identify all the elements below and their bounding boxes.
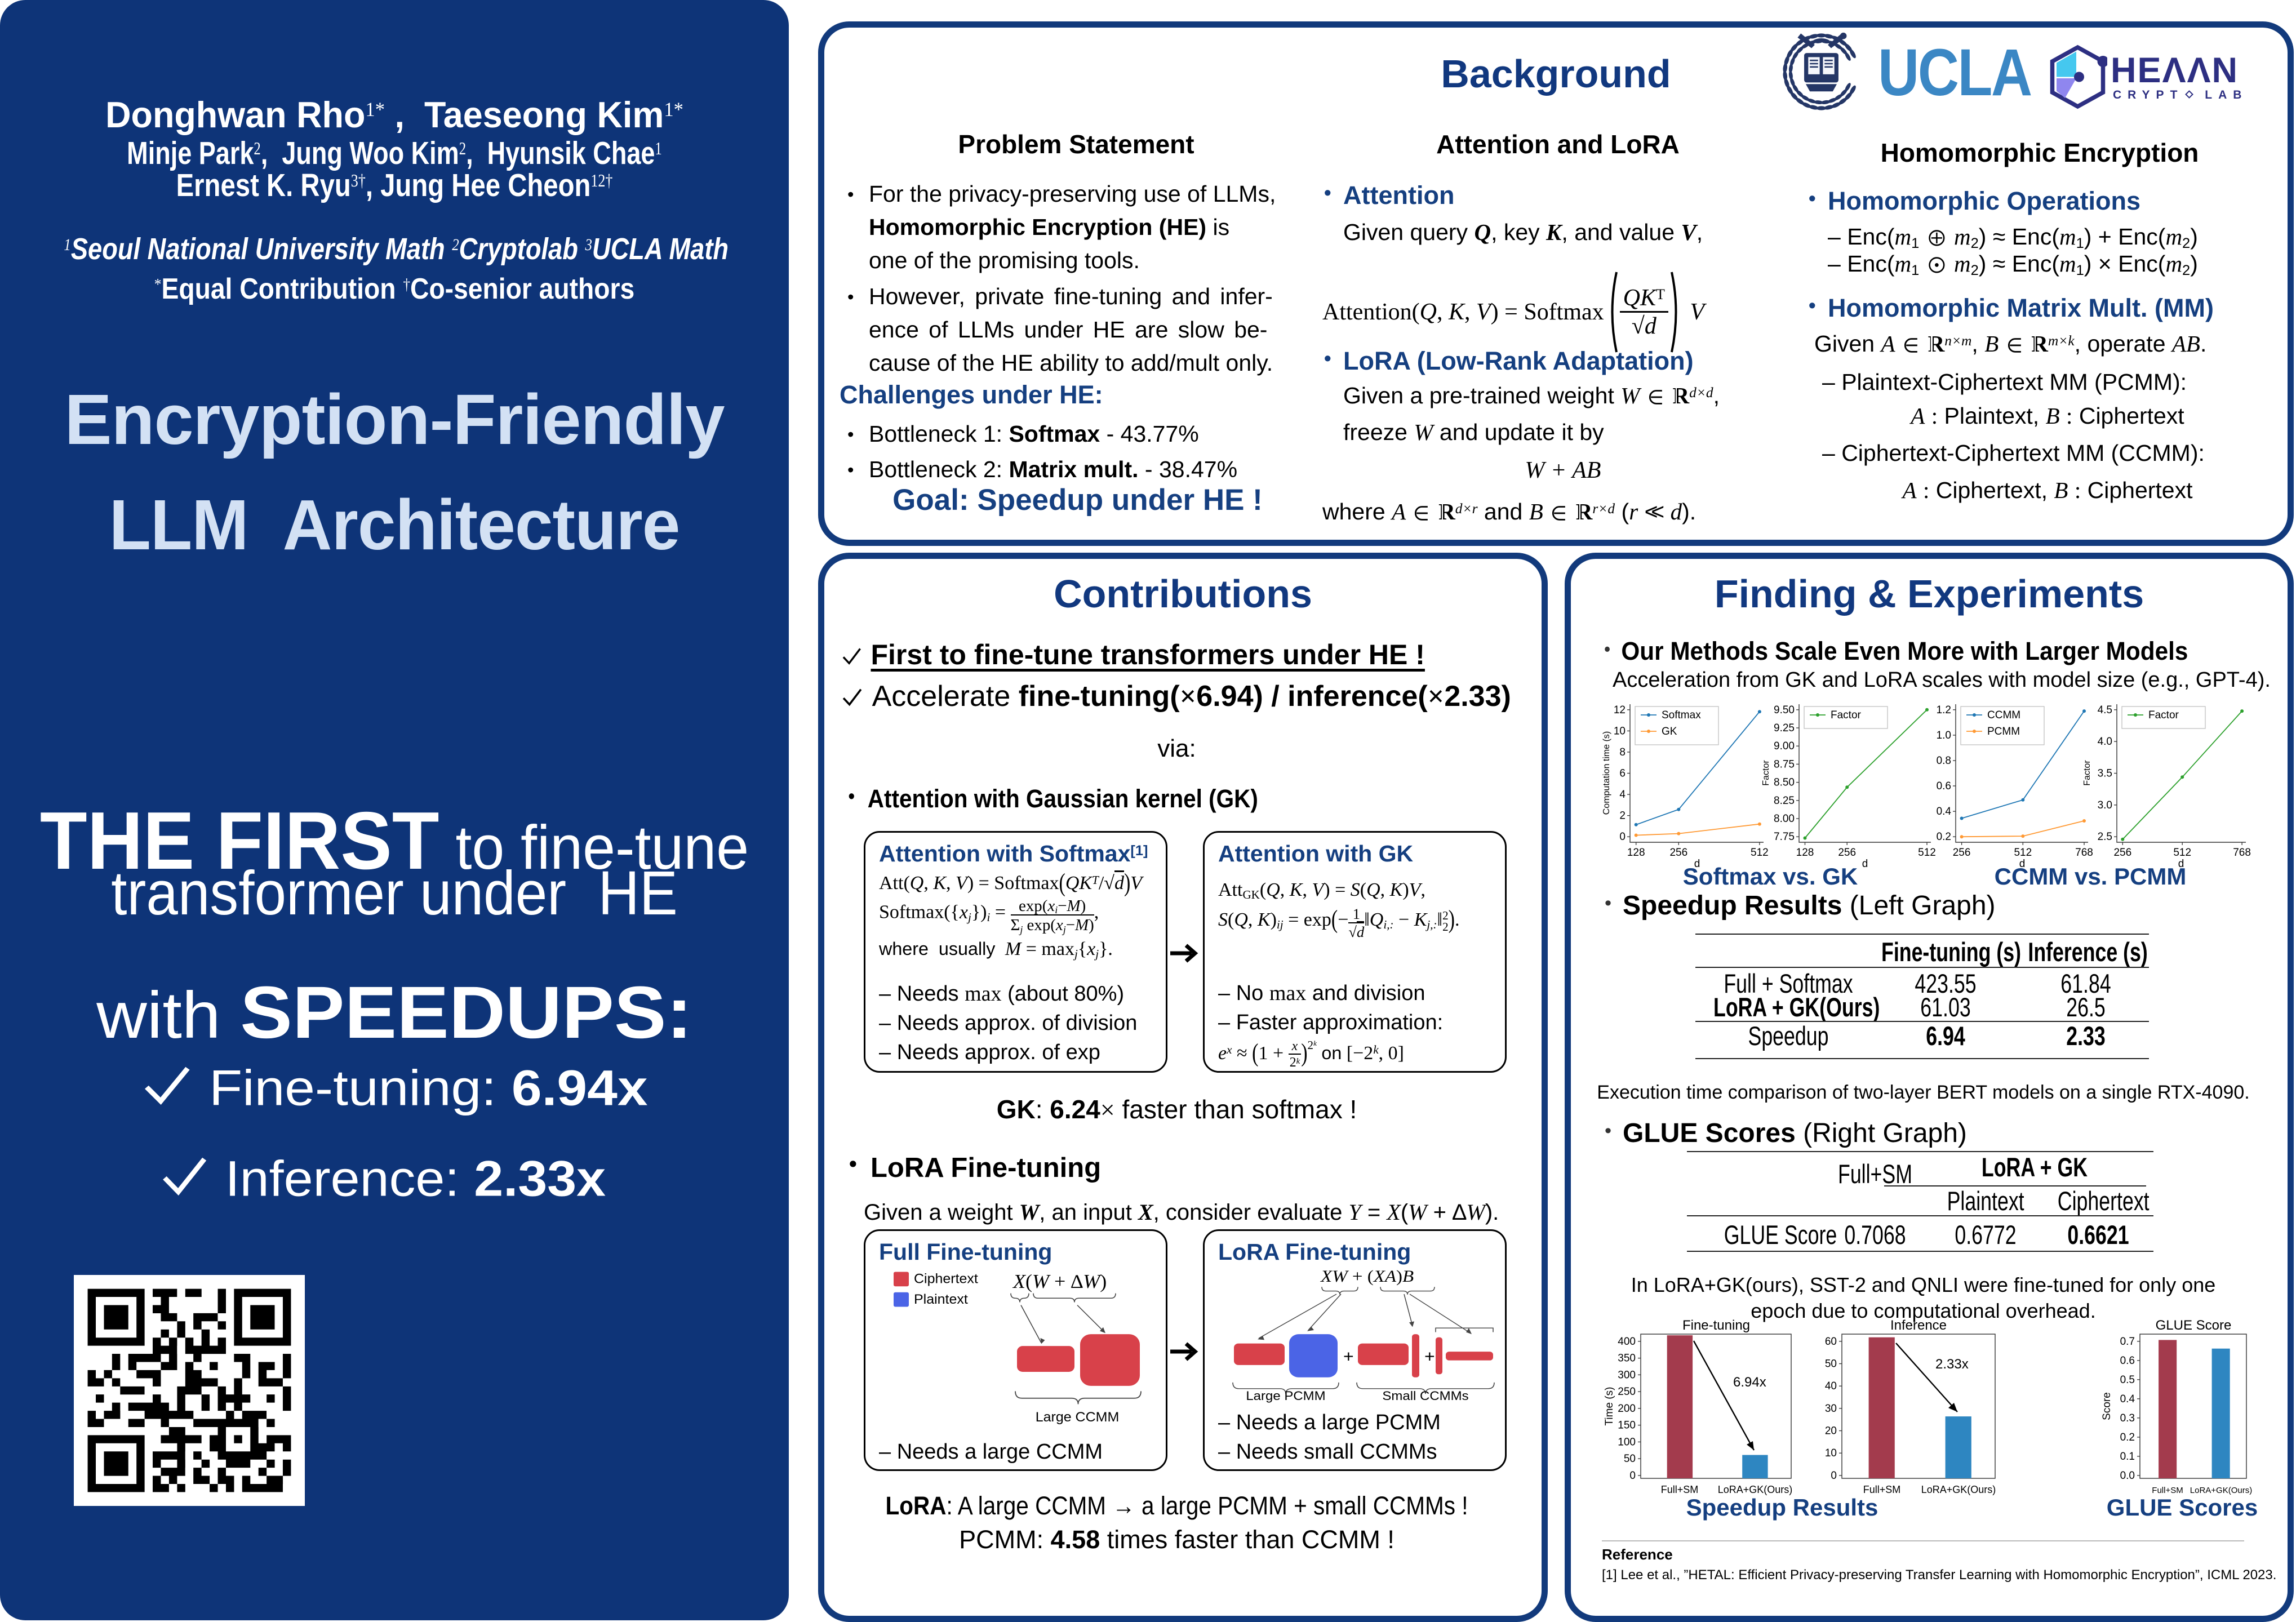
svg-text:4: 4 (1619, 789, 1626, 801)
svg-text:d: d (2019, 858, 2026, 870)
svg-text:LoRA+GK(Ours): LoRA+GK(Ours) (1921, 1484, 1996, 1495)
svg-text:Full+SM: Full+SM (1661, 1484, 1699, 1495)
svg-text:0: 0 (1629, 1470, 1636, 1482)
svg-text:Softmax: Softmax (1662, 709, 1701, 721)
svg-text:GLUE Score: GLUE Score (2156, 1318, 2232, 1333)
svg-text:Ciphertext: Ciphertext (914, 1272, 978, 1286)
svg-text:350: 350 (1618, 1353, 1636, 1365)
svg-text:0.0: 0.0 (2120, 1470, 2135, 1482)
svg-text:+: + (1424, 1348, 1435, 1366)
svg-text:8: 8 (1619, 746, 1626, 758)
svg-text:60: 60 (1825, 1336, 1837, 1348)
svg-text:0.6: 0.6 (1937, 780, 1951, 792)
svg-text:XW + (XA)B: XW + (XA)B (1320, 1267, 1414, 1285)
svg-text:50: 50 (1624, 1453, 1636, 1465)
svg-text:Factor: Factor (2148, 709, 2179, 721)
svg-text:256: 256 (1669, 847, 1687, 859)
svg-text:Time (s): Time (s) (1604, 1387, 1615, 1426)
svg-text:128: 128 (1796, 847, 1814, 859)
svg-text:9.00: 9.00 (1774, 740, 1795, 752)
svg-text:0: 0 (1831, 1470, 1837, 1482)
svg-text:0.4: 0.4 (1937, 806, 1952, 817)
svg-text:30: 30 (1825, 1403, 1837, 1415)
svg-text:Small CCMMs: Small CCMMs (1382, 1389, 1468, 1403)
svg-text:Factor: Factor (2082, 760, 2092, 786)
svg-text:3.5: 3.5 (2098, 768, 2112, 780)
svg-text:Computation time (s): Computation time (s) (1602, 731, 1611, 815)
svg-text:9.25: 9.25 (1774, 722, 1795, 734)
svg-text:8.00: 8.00 (1774, 813, 1795, 825)
svg-text:50: 50 (1825, 1358, 1837, 1370)
svg-text:Factor: Factor (1761, 760, 1771, 786)
svg-text:8.50: 8.50 (1774, 777, 1795, 789)
svg-text:1.2: 1.2 (1937, 704, 1951, 716)
svg-text:0.5: 0.5 (2120, 1374, 2135, 1386)
svg-text:PCMM: PCMM (1987, 726, 2020, 737)
svg-text:+: + (1343, 1348, 1354, 1366)
svg-text:768: 768 (2075, 847, 2093, 859)
svg-text:0.8: 0.8 (1937, 755, 1951, 767)
svg-text:10: 10 (1825, 1447, 1837, 1459)
svg-text:0.2: 0.2 (2120, 1432, 2135, 1443)
svg-text:2: 2 (1619, 810, 1626, 822)
svg-text:256: 256 (2113, 847, 2131, 859)
svg-text:6.94x: 6.94x (1733, 1375, 1766, 1390)
svg-text:12: 12 (1614, 704, 1626, 716)
svg-text:150: 150 (1618, 1420, 1636, 1432)
svg-text:Inference: Inference (1890, 1318, 1947, 1333)
svg-text:Large PCMM: Large PCMM (1246, 1389, 1325, 1403)
svg-text:2.5: 2.5 (2098, 831, 2112, 843)
svg-text:Full+SM: Full+SM (1863, 1484, 1901, 1495)
svg-text:512: 512 (2173, 847, 2191, 859)
svg-text:6: 6 (1619, 768, 1626, 780)
svg-text:0.3: 0.3 (2120, 1412, 2135, 1424)
svg-text:128: 128 (1627, 847, 1645, 859)
svg-text:d: d (1694, 858, 1700, 870)
svg-text:256: 256 (1838, 847, 1856, 859)
svg-text:300: 300 (1618, 1369, 1636, 1381)
svg-text:2.33x: 2.33x (1935, 1357, 1969, 1372)
svg-text:1.0: 1.0 (1937, 730, 1951, 741)
svg-text:GK: GK (1662, 726, 1677, 737)
svg-text:4.0: 4.0 (2098, 736, 2112, 748)
svg-text:10: 10 (1614, 725, 1626, 737)
svg-text:LoRA+GK(Ours): LoRA+GK(Ours) (2190, 1486, 2252, 1495)
svg-text:3.0: 3.0 (2098, 799, 2112, 811)
svg-text:512: 512 (2014, 847, 2032, 859)
svg-text:40: 40 (1825, 1380, 1837, 1392)
svg-text:0.1: 0.1 (2120, 1451, 2135, 1463)
svg-text:400: 400 (1618, 1336, 1636, 1348)
svg-text:8.75: 8.75 (1774, 758, 1795, 770)
svg-text:Full+SM: Full+SM (2152, 1486, 2183, 1495)
svg-text:0.2: 0.2 (1937, 831, 1951, 843)
svg-text:100: 100 (1618, 1436, 1636, 1448)
svg-text:0.6: 0.6 (2120, 1355, 2135, 1367)
svg-text:d: d (2178, 858, 2184, 870)
svg-text:7.75: 7.75 (1774, 831, 1795, 843)
svg-text:Large CCMM: Large CCMM (1036, 1410, 1120, 1424)
svg-text:200: 200 (1618, 1403, 1636, 1415)
svg-text:768: 768 (2233, 847, 2251, 859)
svg-text:d: d (1862, 858, 1868, 870)
svg-text:256: 256 (1953, 847, 1971, 859)
svg-text:0.4: 0.4 (2120, 1393, 2135, 1405)
svg-text:0.7: 0.7 (2120, 1336, 2135, 1348)
svg-text:9.50: 9.50 (1774, 704, 1795, 716)
svg-text:8.25: 8.25 (1774, 795, 1795, 807)
svg-text:LoRA+GK(Ours): LoRA+GK(Ours) (1718, 1484, 1793, 1495)
svg-text:Plaintext: Plaintext (914, 1292, 968, 1307)
svg-text:512: 512 (1751, 847, 1769, 859)
svg-text:20: 20 (1825, 1425, 1837, 1437)
svg-text:Factor: Factor (1831, 709, 1862, 721)
svg-text:CCMM: CCMM (1987, 709, 2020, 721)
svg-text:Fine-tuning: Fine-tuning (1682, 1318, 1750, 1333)
svg-text:Score: Score (2101, 1392, 2113, 1420)
svg-text:250: 250 (1618, 1386, 1636, 1398)
svg-text:512: 512 (1918, 847, 1936, 859)
svg-text:4.5: 4.5 (2098, 704, 2112, 716)
svg-text:X(W + ∆W): X(W + ∆W) (1012, 1271, 1107, 1292)
svg-text:0: 0 (1619, 831, 1626, 843)
